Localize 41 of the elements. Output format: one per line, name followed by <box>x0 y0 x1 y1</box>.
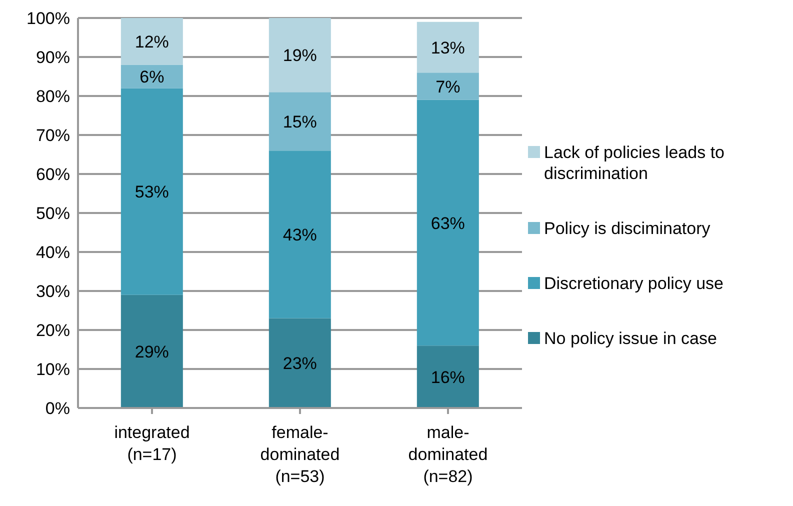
y-tick-label: 0% <box>45 399 70 418</box>
bar <box>268 18 331 92</box>
x-tick-label: female- dominated (n=53) <box>260 423 340 486</box>
data-label: 12% <box>134 32 169 52</box>
y-tick-label: 90% <box>36 48 70 68</box>
data-label: 13% <box>430 38 465 58</box>
x-tick-label: male- dominated (n=82) <box>408 423 488 486</box>
legend-label: Discretionary policy use <box>544 272 724 294</box>
legend-label: No policy issue in case <box>544 328 717 348</box>
data-label: 6% <box>140 68 164 87</box>
bar <box>268 92 331 151</box>
data-label: 53% <box>134 182 169 202</box>
y-tick-label: 40% <box>36 243 70 262</box>
bar <box>416 346 479 408</box>
bar <box>120 18 183 65</box>
bar <box>416 22 479 73</box>
data-label: 19% <box>282 46 317 66</box>
bar <box>268 318 331 408</box>
data-label: 63% <box>430 214 465 233</box>
data-label: 15% <box>282 112 317 132</box>
y-tick-label: 60% <box>36 165 70 184</box>
bar <box>120 294 183 408</box>
y-tick-label: 10% <box>36 360 70 380</box>
bar <box>268 150 331 318</box>
data-label: 7% <box>436 77 460 96</box>
bar <box>416 100 479 346</box>
bar <box>120 88 183 295</box>
legend-label: Policy is disciminatory <box>544 218 710 238</box>
y-tick-label: 70% <box>36 126 70 146</box>
data-label: 43% <box>282 225 317 244</box>
y-tick-label: 20% <box>36 321 70 340</box>
legend-label: Lack of policies leads to discrimination <box>544 142 726 184</box>
y-tick-label: 50% <box>36 204 70 224</box>
y-tick-label: 100% <box>26 9 70 28</box>
y-tick-label: 80% <box>36 87 70 106</box>
data-label: 16% <box>430 368 465 387</box>
data-label: 23% <box>282 354 317 374</box>
x-tick-label: integrated (n=17) <box>114 423 190 464</box>
y-tick-label: 30% <box>36 282 70 302</box>
data-label: 29% <box>134 342 169 362</box>
bar <box>416 72 479 100</box>
